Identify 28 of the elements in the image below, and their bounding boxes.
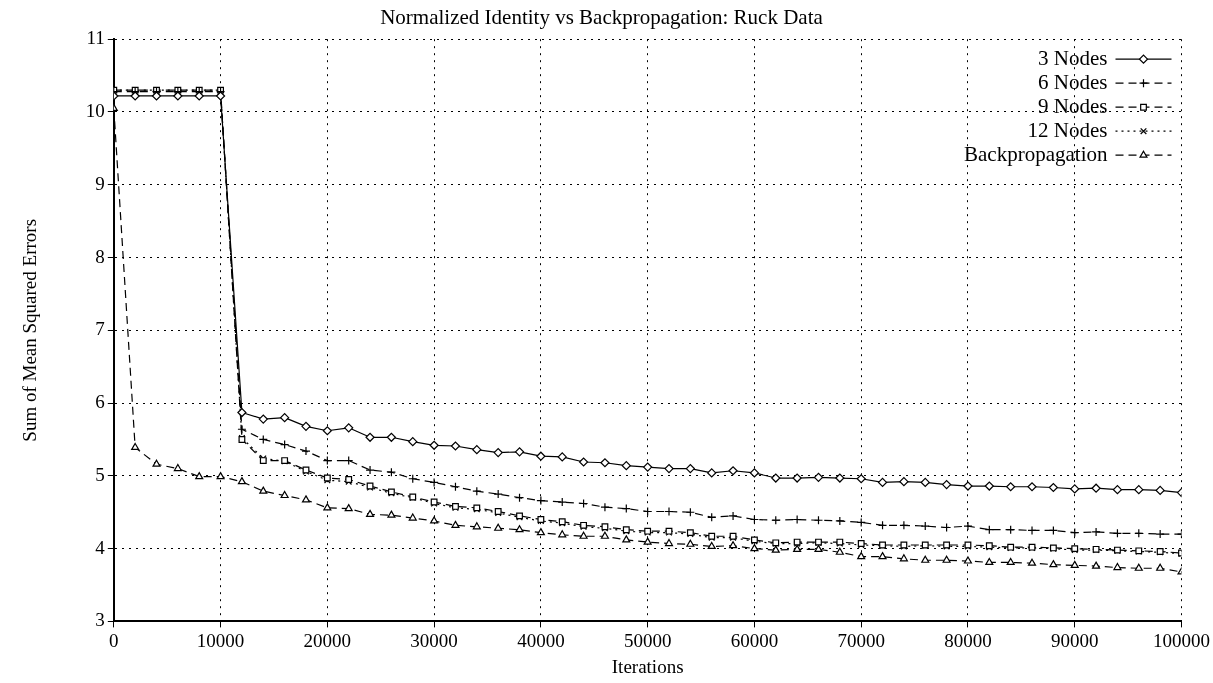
legend-label: 6 Nodes [1038,69,1108,94]
legend-label: 3 Nodes [1038,45,1108,70]
chart-title: Normalized Identity vs Backpropagation: Ruck Data [380,5,824,30]
x-tick-label: 70000 [837,629,885,651]
y-tick-label: 10 [85,99,105,121]
y-tick-label: 11 [86,27,105,49]
y-tick-label: 4 [95,536,106,558]
x-tick-label: 40000 [517,629,565,651]
y-axis-title: Sum of Mean Squared Errors [19,218,41,442]
x-tick-label: 80000 [944,629,992,651]
y-tick-label: 3 [95,609,105,631]
y-tick-label: 7 [95,318,105,340]
x-tick-label: 60000 [730,629,779,651]
x-tick-label: 90000 [1050,629,1099,651]
legend-label: 12 Nodes [1027,117,1108,142]
x-tick-label: 0 [109,629,119,651]
x-tick-label: 100000 [1153,629,1210,651]
y-tick-label: 9 [95,172,105,194]
x-tick-label: 30000 [410,629,458,651]
y-tick-label: 6 [95,391,105,413]
x-axis-title: Iterations [611,655,684,677]
legend-label: Backpropagation [964,141,1108,166]
x-tick-label: 10000 [196,629,245,651]
y-tick-label: 5 [95,463,105,485]
x-tick-label: 50000 [623,629,672,651]
x-tick-label: 20000 [303,629,352,651]
legend-label: 9 Nodes [1038,93,1108,118]
y-tick-label: 8 [95,245,105,267]
